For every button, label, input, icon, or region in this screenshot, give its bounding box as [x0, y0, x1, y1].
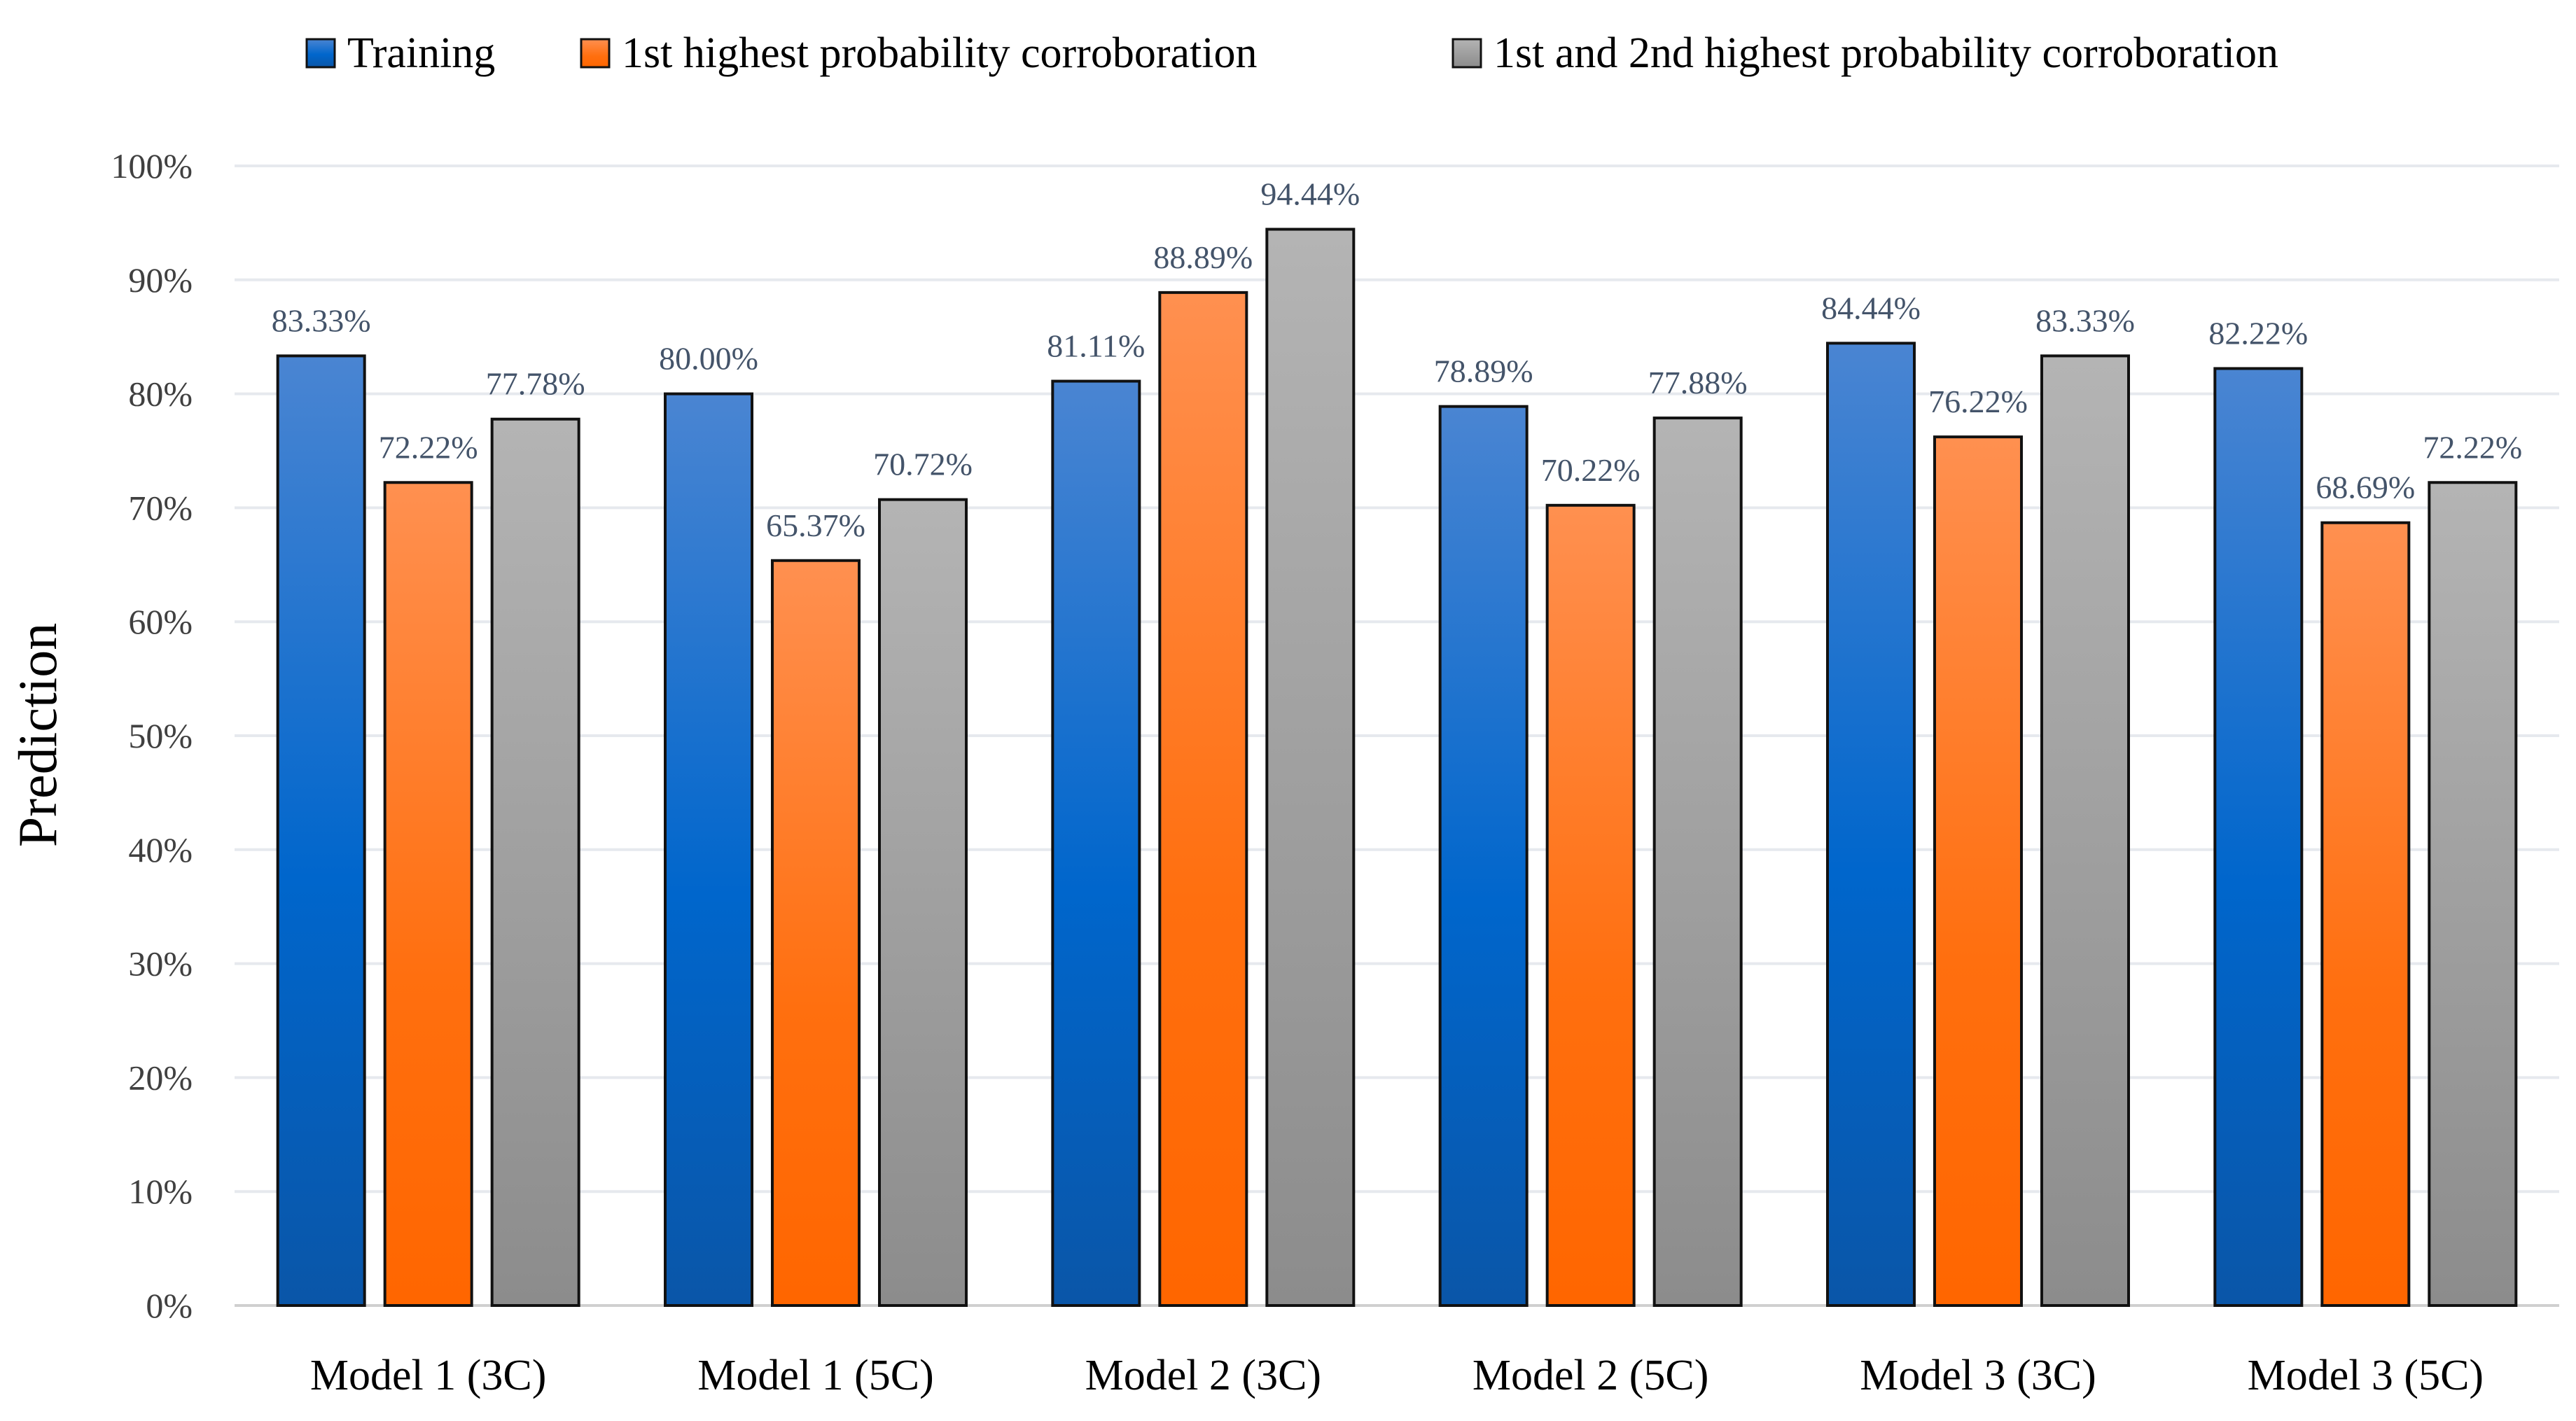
bar-training [1438, 405, 1529, 1307]
data-label: 77.88% [1648, 365, 1748, 400]
y-axis-label: Prediction [7, 623, 68, 848]
bar-first-corroboration [1933, 435, 2023, 1307]
bar-first-second-corroboration [878, 498, 968, 1308]
y-tick-label: 50% [128, 716, 193, 755]
bars [276, 227, 2518, 1308]
bar-training [664, 392, 753, 1307]
x-tick-label: Model 1 (3C) [310, 1352, 547, 1399]
legend-item: 1st highest probability corroboration [580, 29, 1257, 77]
data-labels: 83.33%72.22%77.78%80.00%65.37%70.72%81.1… [272, 176, 2522, 543]
legend-label: Training [347, 29, 495, 77]
y-tick-label: 30% [128, 944, 193, 983]
data-label: 94.44% [1260, 176, 1360, 212]
gridlines [235, 164, 2559, 1307]
x-tick-label: Model 3 (3C) [1860, 1352, 2096, 1399]
bar-first-second-corroboration [1265, 227, 1356, 1307]
y-tick-label: 100% [111, 146, 193, 186]
legend-swatch [305, 38, 336, 69]
bar-first-second-corroboration [2040, 354, 2130, 1308]
bar-first-corroboration [1158, 290, 1248, 1307]
data-label: 88.89% [1153, 239, 1253, 275]
bar-training [276, 354, 366, 1308]
data-label: 77.78% [486, 366, 585, 402]
data-label: 70.72% [873, 447, 973, 482]
y-tick-label: 20% [128, 1058, 193, 1097]
legend-item: 1st and 2nd highest probability corrobor… [1451, 29, 2278, 77]
y-tick-label: 0% [146, 1286, 193, 1325]
data-label: 81.11% [1047, 328, 1145, 364]
bar-first-second-corroboration [490, 417, 580, 1307]
legend-swatch [580, 38, 611, 69]
data-label: 68.69% [2316, 470, 2415, 505]
y-tick-label: 10% [128, 1172, 193, 1211]
legend-label: 1st and 2nd highest probability corrobor… [1494, 29, 2278, 77]
y-axis-ticks: 0% 10% 20% 30% 40% 50% 60% 70% 80% 90% 100% [111, 146, 193, 1325]
y-tick-label: 40% [128, 830, 193, 869]
data-label: 78.89% [1434, 354, 1533, 389]
y-tick-label: 80% [128, 374, 193, 414]
x-tick-label: Model 1 (5C) [697, 1352, 934, 1399]
x-tick-label: Model 2 (5C) [1473, 1352, 1709, 1399]
x-tick-label: Model 2 (3C) [1085, 1352, 1322, 1399]
bar-first-corroboration [2320, 521, 2411, 1307]
data-label: 65.37% [766, 507, 865, 543]
legend-item: Training [305, 29, 495, 77]
data-label: 82.22% [2208, 315, 2308, 351]
data-label: 80.00% [659, 341, 758, 377]
data-label: 83.33% [2035, 302, 2135, 338]
x-axis-labels: Model 1 (3C) Model 1 (5C) Model 2 (3C) Mode… [310, 1352, 2484, 1399]
x-tick-label: Model 3 (5C) [2248, 1352, 2484, 1399]
data-label: 70.22% [1541, 452, 1641, 488]
y-tick-label: 60% [128, 602, 193, 641]
bar-first-second-corroboration [2428, 481, 2518, 1307]
data-label: 76.22% [1928, 384, 2028, 419]
data-label: 83.33% [272, 302, 371, 338]
bar-first-corroboration [383, 481, 473, 1307]
legend: Training 1st highest probability corrobor… [305, 29, 2278, 77]
data-label: 84.44% [1821, 290, 1921, 326]
bar-first-second-corroboration [1652, 416, 1743, 1307]
bar-first-corroboration [771, 559, 861, 1308]
data-label: 72.22% [379, 429, 478, 465]
y-tick-label: 90% [128, 260, 193, 300]
bar-first-corroboration [1545, 503, 1636, 1308]
y-tick-label: 70% [128, 488, 193, 527]
data-label: 72.22% [2423, 429, 2522, 465]
legend-label: 1st highest probability corroboration [622, 29, 1257, 77]
bar-training [1051, 379, 1141, 1307]
bar-training [2213, 367, 2304, 1307]
legend-swatch [1451, 38, 1482, 69]
bar-training [1826, 342, 1916, 1308]
